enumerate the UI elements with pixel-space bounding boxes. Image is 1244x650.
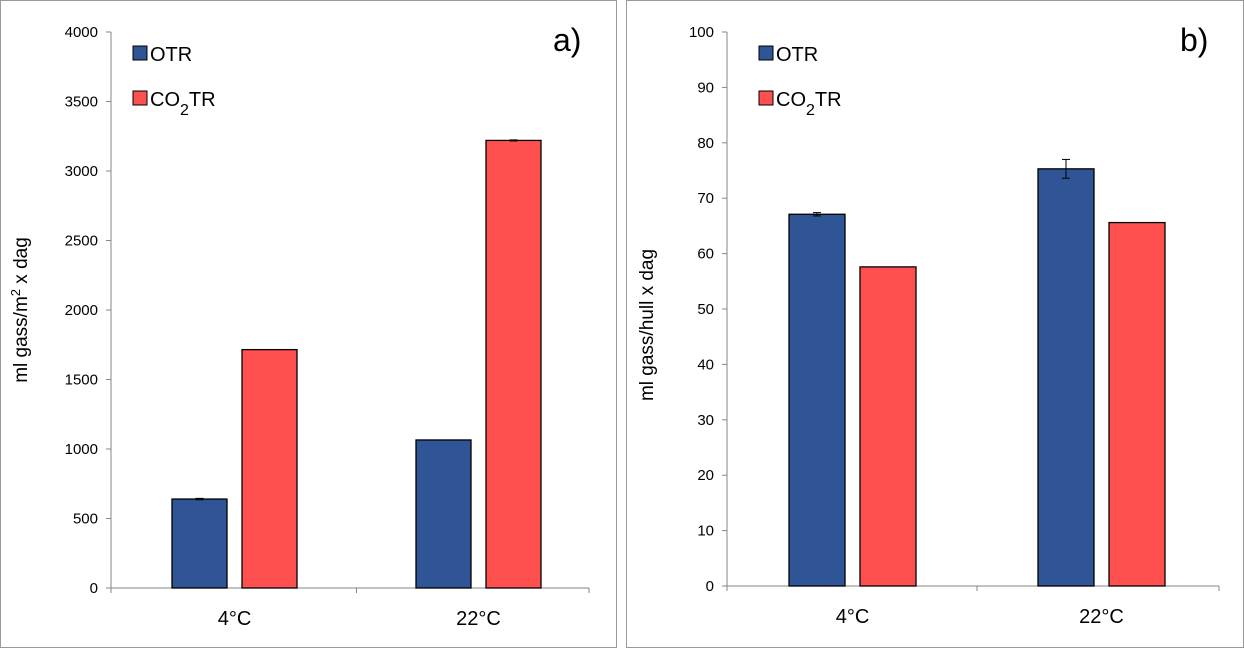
- x-category-label: 4°C: [218, 608, 252, 630]
- y-tick-label: 4000: [65, 24, 98, 41]
- chart-panel-b: 0 10 20 30 40 50 60 70 80 90 100 4°C 22°C OTR CO2TR b) m…: [626, 0, 1244, 648]
- y-tick-label: 0: [90, 580, 98, 597]
- y-tick-label: 70: [697, 190, 714, 207]
- y-tick-label: 3500: [65, 94, 98, 111]
- legend-label-subscript: 2: [806, 102, 815, 119]
- y-axis-label-part: ml gass/m: [11, 296, 32, 383]
- y-tick-label: 3000: [65, 163, 98, 180]
- panel-label: a): [553, 22, 581, 58]
- bar-co2tr-1: [485, 139, 542, 589]
- bar-co2tr-0: [241, 348, 298, 589]
- legend-label: CO2TR: [150, 89, 216, 119]
- legend-swatch: [132, 90, 148, 106]
- legend-label-part: OTR: [150, 44, 192, 66]
- y-tick-label: 20: [697, 467, 714, 484]
- y-tick-label: 60: [697, 246, 714, 263]
- y-tick-label: 100: [689, 24, 714, 41]
- legend-label-part: TR: [189, 89, 216, 111]
- chart-b-svg: 0 10 20 30 40 50 60 70 80 90 100 4°C 22°C OTR CO2TR b) m…: [637, 22, 1220, 628]
- bar-otr-1: [1037, 168, 1095, 587]
- legend-label: OTR: [776, 44, 818, 66]
- y-tick-label: 500: [73, 511, 98, 528]
- chart-panel-a: 0 500 1000 1500 2000 2500 3000 3500 4000 4°C 22°C O…: [0, 0, 617, 648]
- legend-label: CO2TR: [776, 89, 842, 119]
- y-tick-label: 40: [697, 356, 714, 373]
- y-tick-label: 80: [697, 135, 714, 152]
- bar-otr-1: [415, 439, 472, 589]
- bar-co2tr-1: [1108, 221, 1166, 587]
- y-tick-label: 90: [697, 79, 714, 96]
- y-axis-label-superscript: 2: [8, 289, 23, 296]
- y-tick-label: 10: [697, 523, 714, 540]
- bar-otr-0: [788, 213, 846, 587]
- legend-label-subscript: 2: [180, 102, 189, 119]
- x-category-label: 22°C: [456, 608, 501, 630]
- panel-label: b): [1180, 22, 1208, 58]
- y-tick-label: 1500: [65, 372, 98, 389]
- y-tick-label: 0: [706, 578, 714, 595]
- y-tick-label: 30: [697, 412, 714, 429]
- y-tick-label: 1000: [65, 441, 98, 458]
- x-category-label: 4°C: [836, 606, 870, 628]
- legend-label-part: CO: [776, 89, 806, 111]
- y-axis-label-part: x dag: [11, 237, 32, 289]
- legend-label-part: CO: [150, 89, 180, 111]
- y-tick-label: 2500: [65, 233, 98, 250]
- legend-label-part: TR: [815, 89, 842, 111]
- legend-label: OTR: [150, 44, 192, 66]
- legend-swatch: [132, 45, 148, 61]
- chart-a-svg: 0 500 1000 1500 2000 2500 3000 3500 4000 4°C 22°C O…: [8, 22, 590, 630]
- x-category-label: 22°C: [1079, 606, 1124, 628]
- bar-co2tr-0: [859, 266, 917, 587]
- y-axis-label: ml gass/m2 x dag: [8, 237, 33, 383]
- y-tick-label: 2000: [65, 302, 98, 319]
- y-axis-label-part: ml gass/hull x dag: [637, 249, 658, 401]
- legend-swatch: [758, 45, 774, 61]
- bar-otr-0: [171, 498, 228, 589]
- legend-label-part: OTR: [776, 44, 818, 66]
- legend-swatch: [758, 90, 774, 106]
- y-axis-label: ml gass/hull x dag: [637, 249, 658, 401]
- y-tick-label: 50: [697, 301, 714, 318]
